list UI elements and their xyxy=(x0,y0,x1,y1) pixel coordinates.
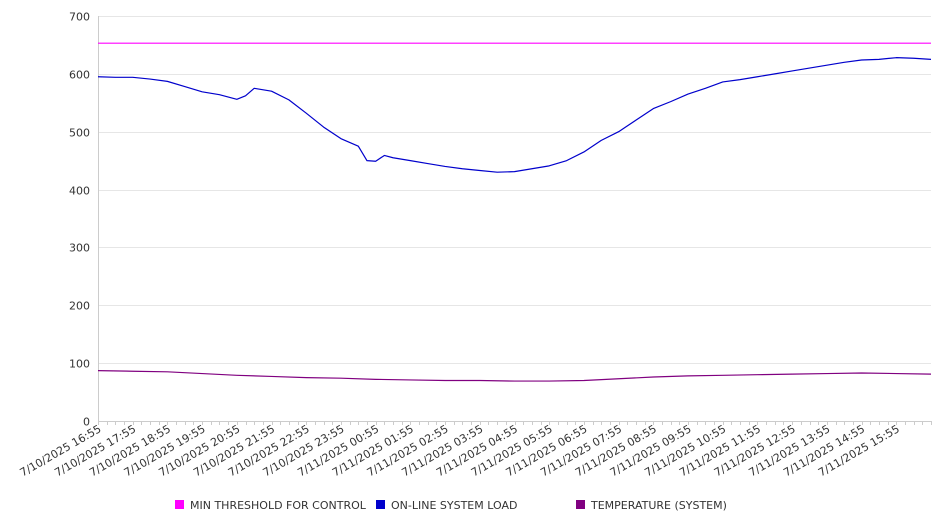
y-tick-label: 600 xyxy=(69,69,90,82)
y-tick-label: 500 xyxy=(69,127,90,140)
legend: MIN THRESHOLD FOR CONTROL ON-LINE SYSTEM … xyxy=(175,499,727,512)
y-tick-label: 0 xyxy=(83,416,90,429)
grid-layer xyxy=(98,16,931,364)
series-layer xyxy=(97,42,932,382)
legend-label: TEMPERATURE (SYSTEM) xyxy=(590,499,727,512)
y-tick-label: 300 xyxy=(69,242,90,255)
series-line-3 xyxy=(97,370,932,382)
y-tick-label: 100 xyxy=(69,358,90,371)
legend-swatch xyxy=(175,500,184,509)
legend-swatch xyxy=(376,500,385,509)
legend-label: MIN THRESHOLD FOR CONTROL xyxy=(190,499,367,512)
y-tick-label: 200 xyxy=(69,300,90,313)
series-line-2 xyxy=(97,57,932,173)
y-tick-label: 400 xyxy=(69,185,90,198)
legend-swatch xyxy=(576,500,585,509)
legend-label: ON-LINE SYSTEM LOAD xyxy=(391,499,517,512)
y-tick-label: 700 xyxy=(69,11,90,24)
